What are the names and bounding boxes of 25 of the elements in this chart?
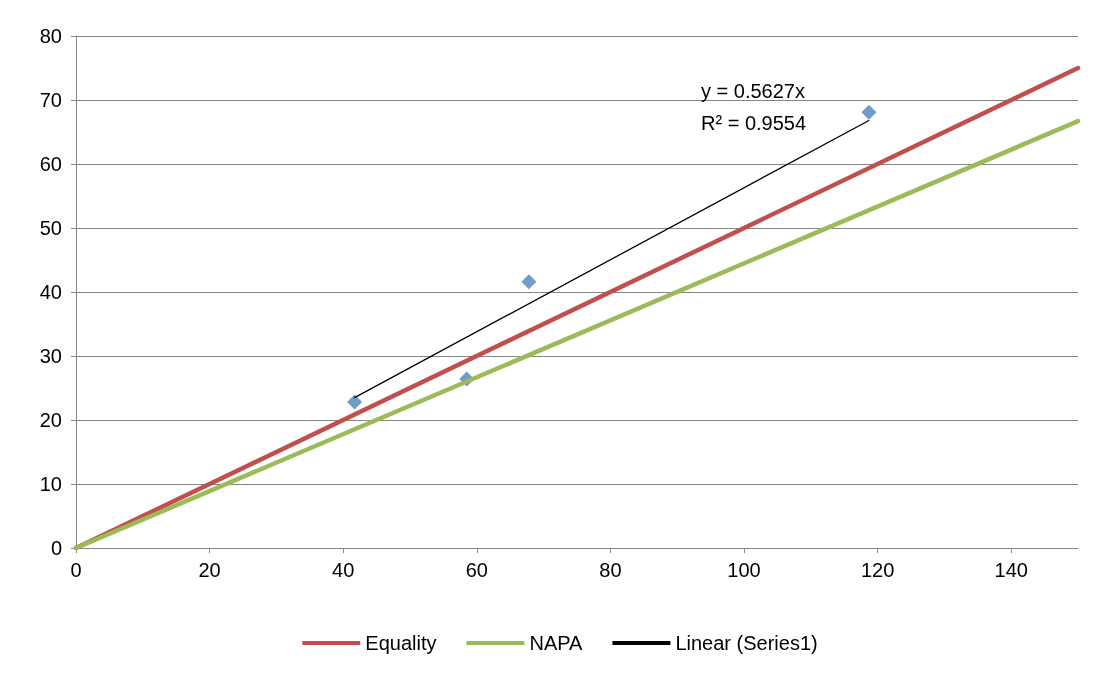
point xyxy=(861,104,877,120)
x-tick-label: 40 xyxy=(332,559,355,581)
x-tick-label: 80 xyxy=(599,559,622,581)
y-tick-label: 40 xyxy=(39,281,62,303)
point xyxy=(521,274,537,290)
legend-label: NAPA xyxy=(529,632,584,654)
x-tick-label: 140 xyxy=(994,559,1028,581)
y-tick-label: 20 xyxy=(39,409,62,431)
annotation: y = 0.5627x xyxy=(701,80,805,102)
y-tick-label: 60 xyxy=(39,153,62,175)
y-tick-label: 30 xyxy=(39,345,62,367)
x-tick-label: 0 xyxy=(70,559,82,581)
y-tick-label: 10 xyxy=(39,473,62,495)
x-tick-label: 100 xyxy=(727,559,761,581)
y-tick-label: 70 xyxy=(39,89,62,111)
point xyxy=(347,394,363,410)
y-tick-label: 80 xyxy=(39,25,62,47)
x-tick-label: 120 xyxy=(860,559,895,581)
y-tick-label: 0 xyxy=(50,537,62,559)
x-tick-label: 20 xyxy=(198,559,221,581)
legend-label: Linear (Series1) xyxy=(675,632,818,654)
y-tick-label: 50 xyxy=(39,217,62,239)
legend-label: Equality xyxy=(365,632,437,654)
x-tick-label: 60 xyxy=(465,559,488,581)
annotation: R² = 0.9554 xyxy=(701,112,807,134)
